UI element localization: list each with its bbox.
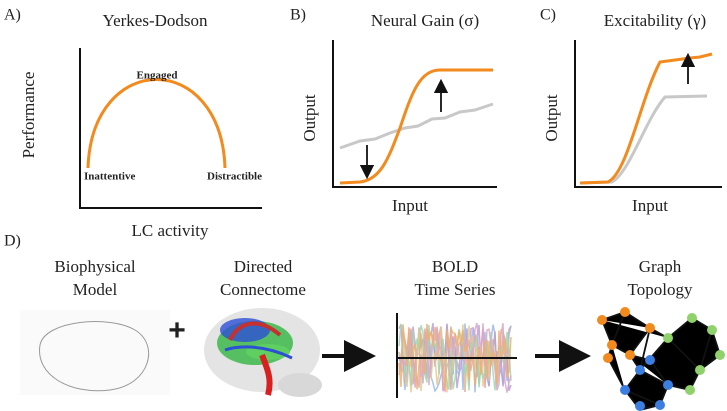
panel-title: Excitability (γ) [604, 11, 706, 30]
x-label: Input [392, 196, 428, 215]
step-title: Directed [234, 257, 293, 276]
step-title: Time Series [414, 280, 495, 299]
curve [86, 78, 227, 169]
operator: + [168, 314, 186, 347]
panel-label: B) [290, 7, 306, 24]
x-label: LC activity [132, 221, 209, 240]
panel-label: D) [4, 233, 21, 250]
step-title: Model [73, 280, 118, 299]
step-title: Graph [639, 257, 682, 276]
graph-edges [601, 311, 722, 411]
axes [332, 40, 497, 188]
axes [574, 40, 722, 188]
annotation: Engaged [137, 70, 178, 82]
panel-title: Yerkes-Dodson [103, 11, 208, 30]
y-label: Output [542, 94, 561, 142]
connectome-image [204, 308, 322, 397]
y-label: Performance [19, 72, 38, 159]
axes [79, 48, 262, 209]
step-title: Topology [628, 280, 693, 299]
curve-baseline [339, 102, 494, 150]
y-label: Output [300, 94, 319, 142]
bold-image [398, 322, 512, 393]
annotation: Inattentive [84, 171, 135, 183]
step-title: Connectome [220, 280, 306, 299]
x-label: Input [632, 196, 668, 215]
step-title: Biophysical [54, 257, 135, 276]
panel-label: A) [4, 7, 21, 24]
curve-baseline [579, 94, 708, 185]
step-title: BOLD [432, 257, 478, 276]
graph-nodes [597, 307, 725, 411]
biophysical-image [20, 310, 170, 395]
panel-label: C) [540, 7, 556, 24]
annotation: Distractible [207, 171, 262, 183]
curve-excitability [579, 52, 713, 185]
panel-title: Neural Gain (σ) [371, 11, 479, 30]
